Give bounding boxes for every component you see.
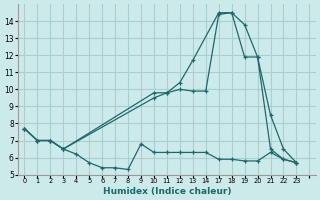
X-axis label: Humidex (Indice chaleur): Humidex (Indice chaleur)	[103, 187, 231, 196]
